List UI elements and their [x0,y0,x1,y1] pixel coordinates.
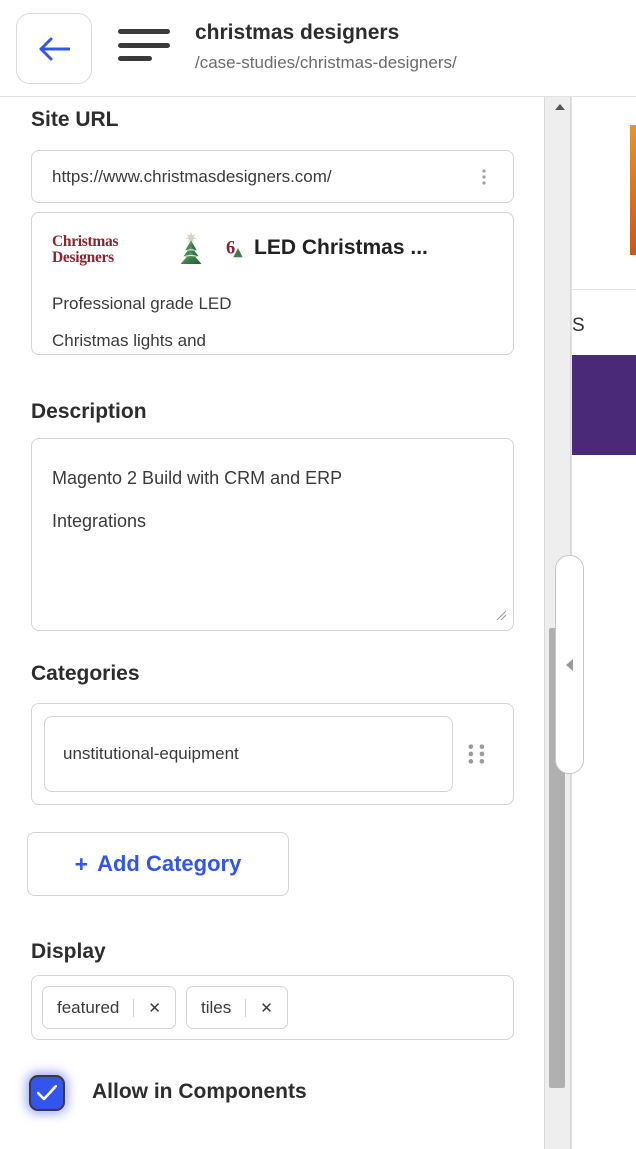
svg-text:Christmas: Christmas [52,233,118,250]
svg-text:6: 6 [226,238,235,258]
svg-text:Designers: Designers [52,249,114,266]
